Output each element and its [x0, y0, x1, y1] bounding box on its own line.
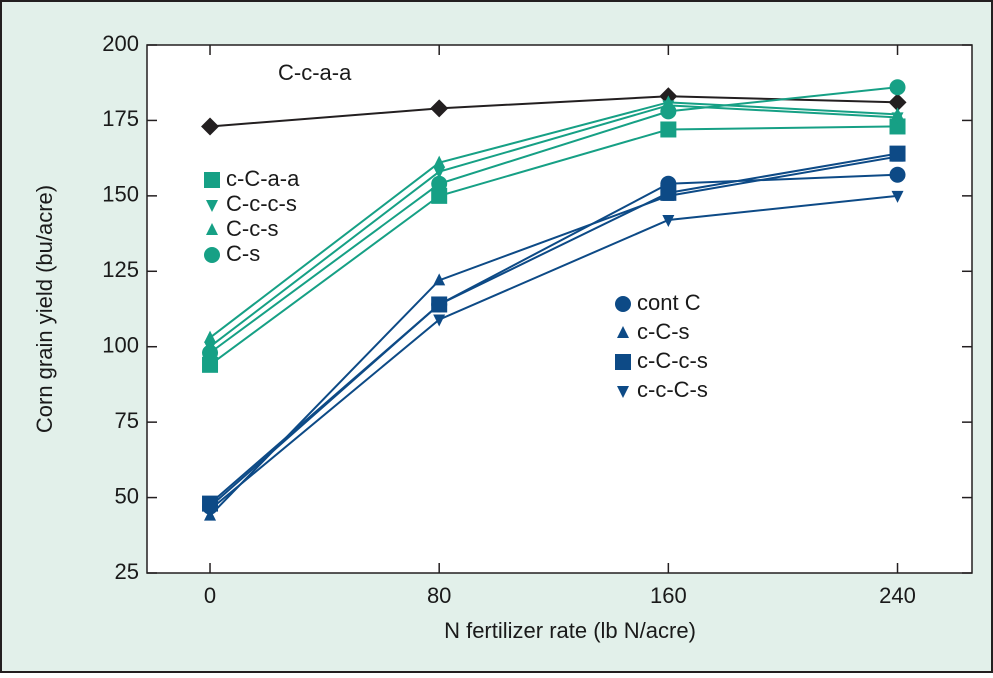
y-tick-label: 150 — [102, 182, 139, 207]
x-axis-title: N fertilizer rate (lb N/acre) — [444, 618, 696, 643]
y-tick-label: 25 — [115, 559, 139, 584]
legend-label: c-c-C-s — [637, 377, 708, 402]
data-point — [202, 344, 219, 361]
series-label: C-c-a-a — [278, 60, 352, 85]
legend-label: C-c-c-s — [226, 191, 297, 216]
data-point — [889, 79, 906, 96]
series-line — [209, 104, 898, 348]
data-point — [433, 166, 446, 179]
x-tick-label: 160 — [650, 583, 687, 608]
data-point — [433, 273, 446, 286]
legend-marker — [615, 296, 631, 312]
legend-marker — [206, 200, 218, 212]
data-point — [891, 190, 904, 203]
legend-marker — [204, 172, 220, 188]
data-point — [889, 166, 906, 183]
series-line — [209, 173, 898, 508]
data-point — [204, 330, 217, 343]
data-point — [204, 504, 217, 517]
x-tick-label: 0 — [204, 583, 216, 608]
data-point — [430, 99, 449, 118]
legend-label: c-C-c-s — [637, 348, 708, 373]
y-tick-label: 50 — [115, 483, 139, 508]
data-point — [662, 214, 675, 227]
x-tick-label: 240 — [879, 583, 916, 608]
legend-label: C-c-s — [226, 216, 279, 241]
series-line — [209, 101, 898, 339]
y-tick-label: 125 — [102, 257, 139, 282]
data-point — [888, 93, 907, 112]
y-axis-title: Corn grain yield (bu/acre) — [32, 185, 57, 433]
legend-marker — [617, 386, 629, 398]
data-point — [202, 356, 219, 373]
y-tick-label: 200 — [102, 31, 139, 56]
data-point — [889, 118, 906, 135]
x-tick-label: 80 — [427, 583, 451, 608]
legend-marker — [206, 223, 218, 235]
series-line — [209, 86, 898, 354]
legend-marker — [204, 247, 220, 263]
series-line — [209, 125, 898, 366]
data-point — [660, 121, 677, 138]
legend-label: c-C-s — [637, 319, 690, 344]
legend-marker — [615, 354, 631, 370]
legend-label: cont C — [637, 290, 701, 315]
series-line — [209, 194, 898, 511]
legend-label: c-C-a-a — [226, 166, 300, 191]
data-point — [433, 314, 446, 327]
data-point — [431, 175, 448, 192]
legend-marker — [617, 326, 629, 338]
data-point — [201, 117, 220, 136]
data-point — [660, 184, 677, 201]
data-point — [431, 187, 448, 204]
y-tick-label: 175 — [102, 106, 139, 131]
series-line — [209, 155, 898, 517]
legend-label: C-s — [226, 241, 260, 266]
data-point — [433, 155, 446, 168]
series-line — [209, 152, 898, 505]
y-tick-label: 100 — [102, 333, 139, 358]
data-point — [891, 107, 904, 120]
data-point — [660, 103, 677, 120]
data-point — [431, 296, 448, 313]
data-point — [889, 145, 906, 162]
y-tick-label: 75 — [115, 408, 139, 433]
